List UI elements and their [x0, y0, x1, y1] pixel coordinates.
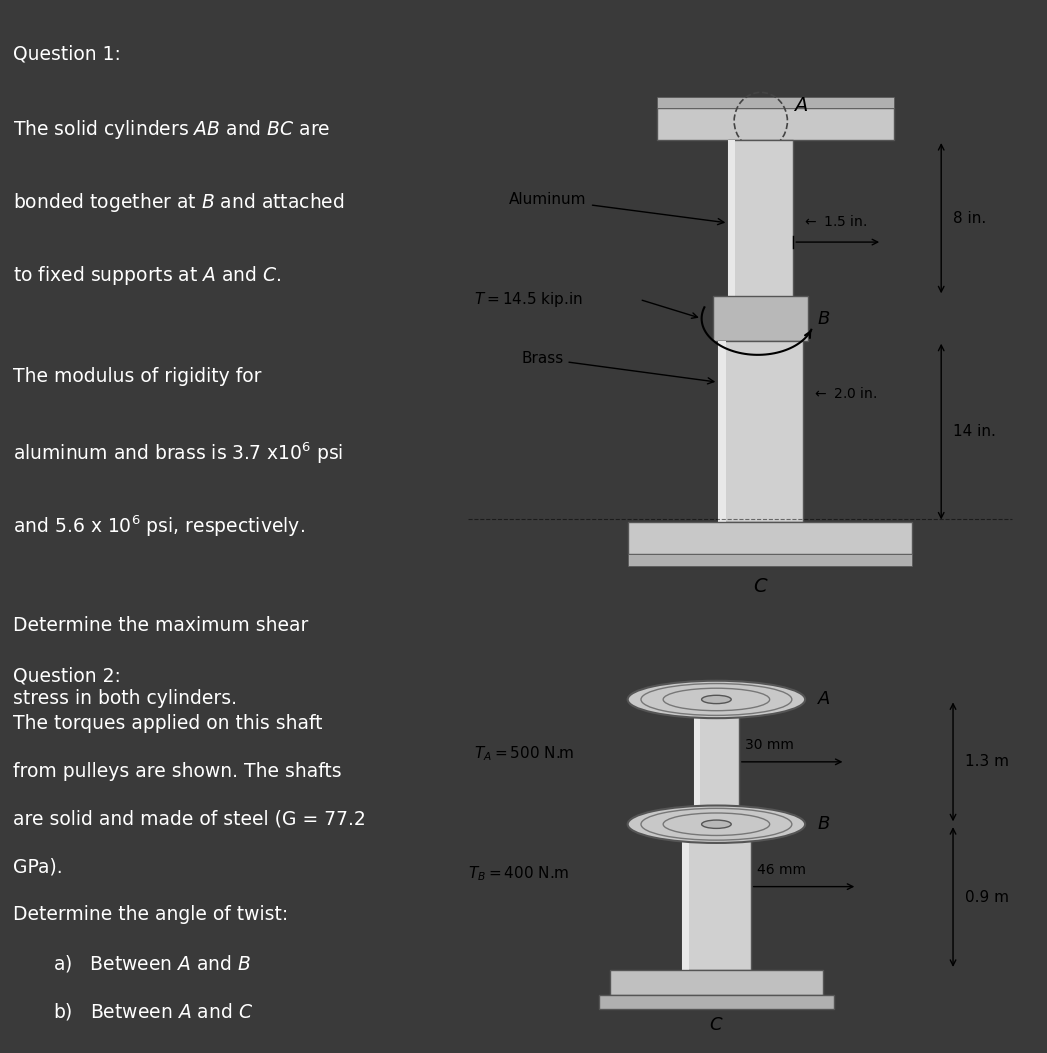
Text: are solid and made of steel (G = 77.2: are solid and made of steel (G = 77.2 — [14, 810, 366, 829]
Text: Question 1:: Question 1: — [14, 44, 121, 63]
FancyBboxPatch shape — [610, 970, 823, 995]
Ellipse shape — [627, 806, 805, 843]
Text: from pulleys are shown. The shafts: from pulleys are shown. The shafts — [14, 761, 342, 781]
Bar — [694, 699, 739, 824]
Bar — [694, 699, 699, 824]
Ellipse shape — [701, 695, 731, 703]
Text: and 5.6 x 10$^6$ psi, respectively.: and 5.6 x 10$^6$ psi, respectively. — [14, 514, 306, 539]
Text: 30 mm: 30 mm — [744, 738, 794, 752]
Text: 1.3 m: 1.3 m — [965, 754, 1009, 770]
Bar — [729, 140, 794, 318]
Text: $\leftarrow$ 2.0 in.: $\leftarrow$ 2.0 in. — [812, 386, 877, 401]
Text: $T_B=400$ N.m: $T_B=400$ N.m — [468, 865, 569, 883]
Text: $A$: $A$ — [794, 96, 808, 115]
Text: Brass: Brass — [521, 351, 714, 384]
FancyBboxPatch shape — [658, 97, 894, 108]
Text: The modulus of rigidity for: The modulus of rigidity for — [14, 366, 262, 386]
Bar — [729, 140, 735, 318]
Text: $\leftarrow$ 1.5 in.: $\leftarrow$ 1.5 in. — [802, 215, 868, 230]
FancyBboxPatch shape — [658, 108, 894, 140]
Text: 8 in.: 8 in. — [953, 211, 986, 225]
Text: a)   Between $\mathit{A}$ and $\mathit{B}$: a) Between $\mathit{A}$ and $\mathit{B}$ — [53, 953, 252, 974]
Text: Question 2:: Question 2: — [14, 667, 121, 686]
FancyBboxPatch shape — [599, 995, 833, 1010]
Text: aluminum and brass is 3.7 x10$^6$ psi: aluminum and brass is 3.7 x10$^6$ psi — [14, 440, 343, 465]
Bar — [682, 824, 689, 970]
Text: 0.9 m: 0.9 m — [965, 890, 1009, 905]
Text: $T = 14.5$ kip.in: $T = 14.5$ kip.in — [474, 290, 583, 309]
Text: $B$: $B$ — [817, 815, 830, 833]
Text: The torques applied on this shaft: The torques applied on this shaft — [14, 714, 322, 733]
Text: $T_A=500$ N.m: $T_A=500$ N.m — [474, 744, 575, 762]
FancyBboxPatch shape — [627, 522, 912, 554]
Text: Determine the angle of twist:: Determine the angle of twist: — [14, 906, 289, 925]
Text: b)   Between $\mathit{A}$ and $\mathit{C}$: b) Between $\mathit{A}$ and $\mathit{C}$ — [53, 1001, 253, 1022]
Text: 14 in.: 14 in. — [953, 424, 996, 439]
Text: The solid cylinders $\mathit{AB}$ and $\mathit{BC}$ are: The solid cylinders $\mathit{AB}$ and $\… — [14, 118, 331, 141]
Text: bonded together at $\mathit{B}$ and attached: bonded together at $\mathit{B}$ and atta… — [14, 191, 346, 214]
Text: GPa).: GPa). — [14, 857, 63, 876]
Text: $C$: $C$ — [753, 577, 768, 596]
Text: 46 mm: 46 mm — [757, 863, 805, 877]
Text: stress in both cylinders.: stress in both cylinders. — [14, 690, 238, 709]
Text: to fixed supports at $\mathit{A}$ and $\mathit{C}$.: to fixed supports at $\mathit{A}$ and $\… — [14, 264, 282, 287]
Bar — [718, 341, 727, 522]
Text: $C$: $C$ — [709, 1015, 723, 1034]
FancyBboxPatch shape — [627, 554, 912, 565]
Text: Aluminum: Aluminum — [509, 192, 723, 224]
Bar — [718, 341, 803, 522]
Ellipse shape — [701, 820, 731, 829]
Bar — [682, 824, 751, 970]
Text: $B$: $B$ — [817, 310, 830, 327]
Text: Determine the maximum shear: Determine the maximum shear — [14, 616, 309, 635]
Text: $A$: $A$ — [817, 691, 831, 709]
Bar — [713, 296, 808, 341]
Ellipse shape — [627, 680, 805, 718]
